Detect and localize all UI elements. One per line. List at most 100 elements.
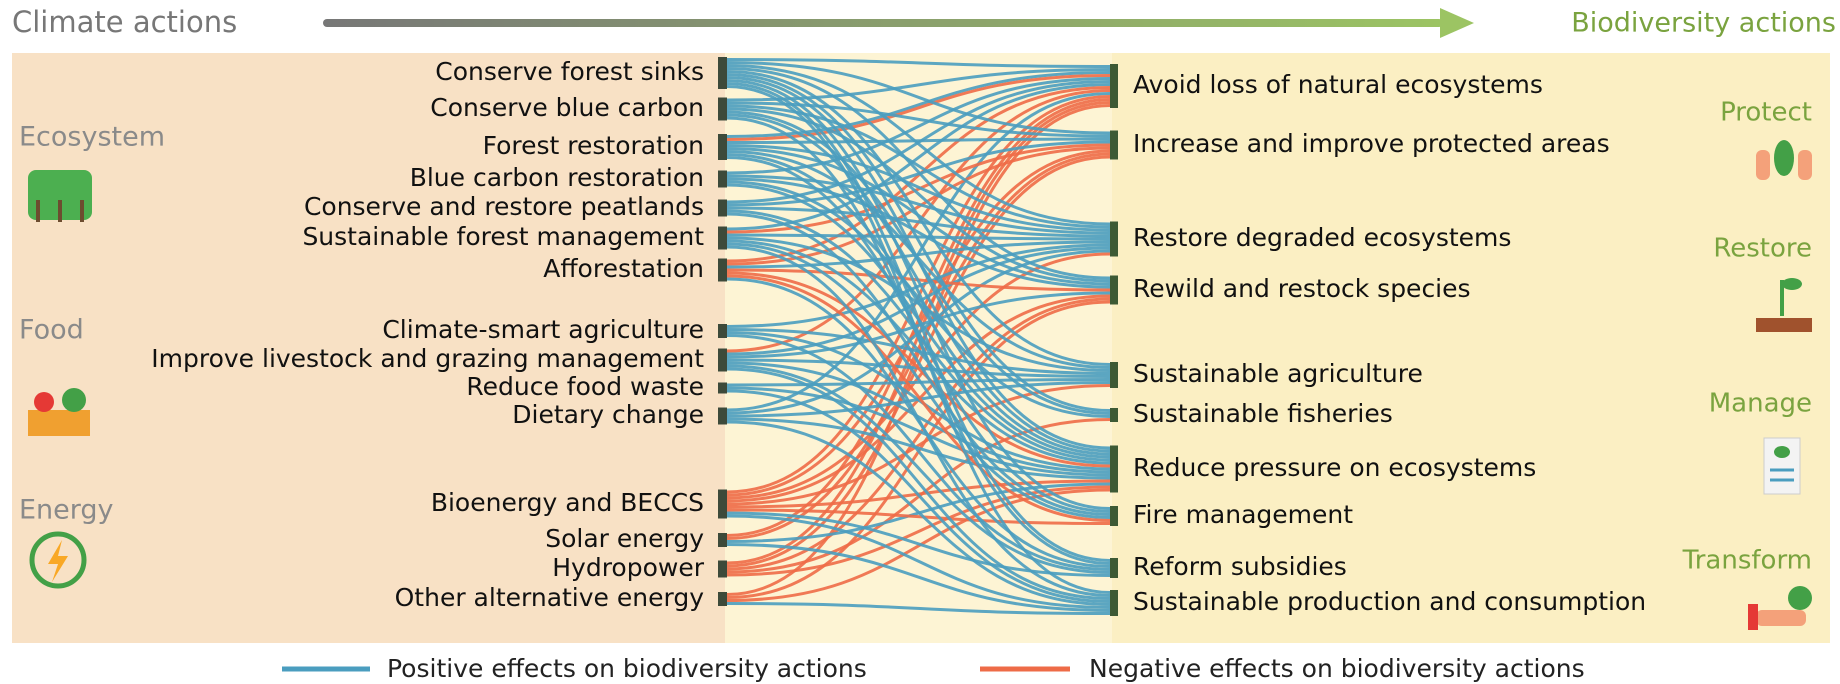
right-node-bar <box>1110 506 1118 526</box>
link <box>726 67 1111 280</box>
link <box>726 511 1111 577</box>
arrow-head <box>1440 8 1474 38</box>
legend-positive: Positive effects on biodiversity actions <box>387 654 867 683</box>
link <box>726 361 1111 474</box>
climate-action: Conserve forest sinks <box>435 57 704 86</box>
link <box>726 101 1111 138</box>
link <box>726 420 1111 606</box>
link <box>726 297 1111 571</box>
climate-action: Conserve blue carbon <box>430 93 704 122</box>
right-panel <box>1112 53 1830 643</box>
link <box>726 334 1111 571</box>
link <box>726 107 1111 283</box>
link <box>726 479 1111 509</box>
link <box>726 73 1111 412</box>
right-node-bar <box>1110 130 1118 160</box>
left-node-bar <box>718 592 727 606</box>
left-title: Climate actions <box>12 5 237 39</box>
link <box>726 245 1111 597</box>
left-node-bar <box>718 258 727 282</box>
energy-icon <box>29 531 87 589</box>
climate-action: Reduce food waste <box>466 372 704 401</box>
link <box>726 514 1111 609</box>
link <box>726 61 1111 135</box>
link <box>726 212 1111 516</box>
left-node-bar <box>718 560 727 578</box>
arrow-shaft <box>323 19 1443 27</box>
group-label: Ecosystem <box>19 122 165 153</box>
link <box>726 76 1111 450</box>
link <box>726 242 1111 519</box>
manage-icon <box>1763 437 1801 495</box>
climate-action: Conserve and restore peatlands <box>304 192 704 221</box>
right-node-bar <box>1110 362 1118 388</box>
left-node-bar <box>718 199 727 217</box>
group-label: Food <box>19 315 84 346</box>
link <box>726 79 1111 510</box>
group-label: Energy <box>19 495 114 526</box>
link <box>726 417 1111 480</box>
link <box>726 82 1111 562</box>
transform-icon <box>1748 586 1812 630</box>
link <box>726 367 1111 600</box>
left-node-bar <box>718 226 727 250</box>
left-node-bar <box>718 57 727 89</box>
link <box>726 64 1111 226</box>
food-icon <box>28 388 90 436</box>
link <box>726 180 1111 418</box>
climate-action: Afforestation <box>543 254 704 283</box>
climate-action: Bioenergy and BECCS <box>431 488 704 517</box>
biodiversity-action: Sustainable production and consumption <box>1133 587 1646 616</box>
link <box>726 85 1111 594</box>
link <box>726 271 1111 468</box>
climate-action: Improve livestock and grazing management <box>151 344 704 373</box>
ecosystem-icon <box>28 170 92 222</box>
link <box>726 239 1111 465</box>
link <box>726 233 1111 241</box>
link <box>726 508 1111 525</box>
link <box>726 331 1111 471</box>
right-node-bar <box>1110 408 1118 422</box>
links <box>726 58 1111 615</box>
link <box>726 177 1111 289</box>
link <box>726 364 1111 574</box>
link <box>726 174 1111 235</box>
biodiversity-action: Sustainable fisheries <box>1133 399 1393 428</box>
link <box>726 68 1111 102</box>
link <box>726 602 1111 615</box>
right-node-bar <box>1110 445 1118 493</box>
right-node-bar <box>1110 590 1118 616</box>
climate-action: Other alternative energy <box>395 583 705 612</box>
left-node-bar <box>718 533 727 547</box>
left-node-bar <box>718 324 727 338</box>
category-label: Transform <box>1682 546 1812 576</box>
link <box>726 58 1111 68</box>
climate-action: Climate-smart agriculture <box>382 315 704 344</box>
biodiversity-action: Rewild and restock species <box>1133 274 1471 303</box>
biodiversity-action: Increase and improve protected areas <box>1133 129 1610 158</box>
link <box>726 206 1111 238</box>
right-node-bar <box>1110 275 1118 305</box>
link <box>726 156 1111 513</box>
biodiversity-action: Reduce pressure on ecosystems <box>1133 453 1536 482</box>
nodes <box>718 57 1118 616</box>
climate-action: Forest restoration <box>483 131 704 160</box>
left-node-bar <box>718 489 727 519</box>
link <box>726 113 1111 453</box>
left-node-bar <box>718 382 727 394</box>
link <box>726 274 1111 522</box>
link <box>726 144 1111 232</box>
right-node-bar <box>1110 64 1118 108</box>
link <box>726 77 1111 175</box>
climate-action: Sustainable forest management <box>302 222 704 251</box>
left-node-bar <box>718 348 727 372</box>
link <box>726 137 1111 144</box>
legend-negative: Negative effects on biodiversity actions <box>1089 654 1585 683</box>
biodiversity-action: Reform subsidies <box>1133 552 1347 581</box>
left-node-bar <box>718 407 727 425</box>
biodiversity-action: Avoid loss of natural ecosystems <box>1133 70 1543 99</box>
link <box>726 83 1111 231</box>
climate-action: Blue carbon restoration <box>410 163 704 192</box>
biodiversity-action: Sustainable agriculture <box>1133 359 1423 388</box>
